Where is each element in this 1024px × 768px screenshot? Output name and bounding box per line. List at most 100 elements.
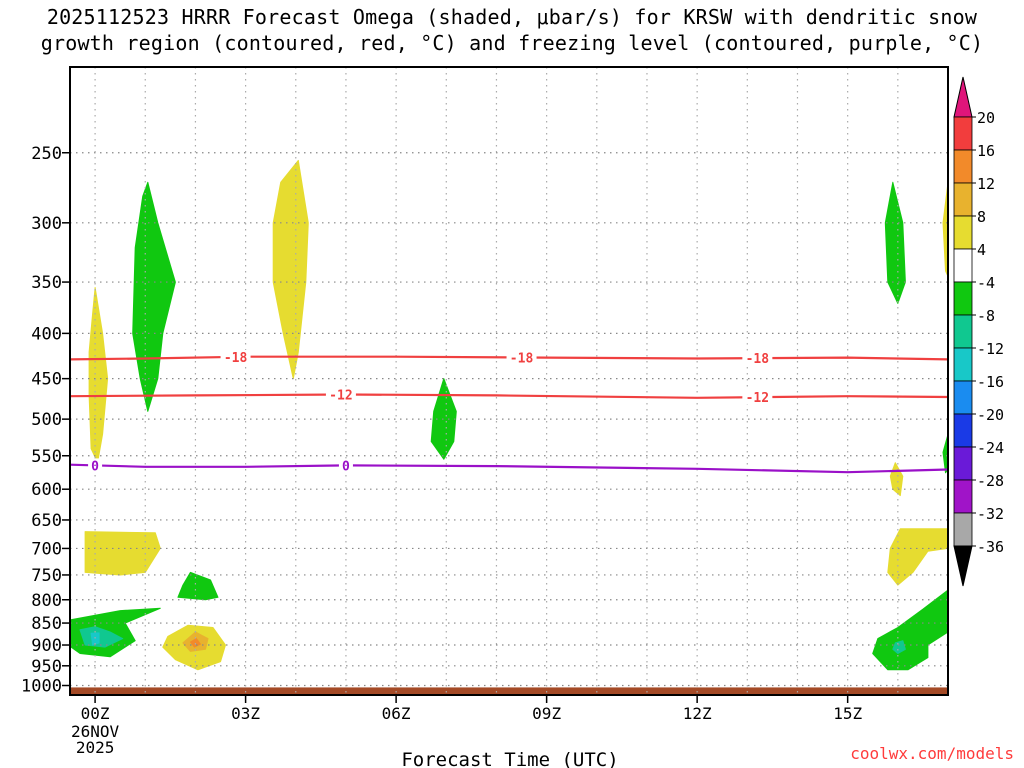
contour--18c-isotherm [70, 355, 948, 361]
contour-label-bg--12c-isotherm-1 [742, 390, 773, 405]
x-tick-label-15Z: 15Z [833, 704, 862, 723]
omega-region-16 [887, 528, 948, 586]
x-axis-label: Forecast Time (UTC) [401, 749, 618, 768]
colorbar-swatch-4 [953, 215, 973, 250]
y-tick-label-250: 250 [31, 144, 62, 164]
omega-region-14 [889, 462, 904, 497]
y-tick-label-300: 300 [31, 214, 62, 234]
contours: -18 -18 -18 -12 -12 0 0 [70, 349, 948, 474]
omega-region-8 [90, 632, 100, 646]
colorbar-swatch-7 [953, 314, 973, 349]
contour-label--18c-isotherm-2: -18 [746, 352, 770, 367]
y-tick-label-450: 450 [31, 370, 62, 390]
x-tick-label-00Z: 00Z [81, 704, 110, 723]
colorbar-swatch-1 [953, 116, 973, 151]
colorbar-swatch-13 [953, 512, 973, 547]
x-tick-label-06Z: 06Z [382, 704, 411, 723]
contour-label-freezing-level-0c-1: 0 [342, 459, 350, 474]
colorbar-label-3: 8 [977, 208, 986, 226]
omega-region-18 [892, 640, 906, 654]
plot-frame [69, 66, 949, 696]
title-line-1: 2025112523 HRRR Forecast Omega (shaded, … [46, 5, 978, 29]
y-tick-label-1000: 1000 [21, 677, 62, 697]
omega-region-6 [70, 607, 161, 658]
colorbar-label-2: 12 [977, 175, 995, 193]
omega-region-12 [884, 181, 906, 304]
contour-label-bg--12c-isotherm-0 [325, 387, 356, 402]
y-tick-label-350: 350 [31, 273, 62, 293]
axes: 2503003504004505005506006507007508008509… [21, 66, 949, 768]
colorbar-top-triangle [953, 76, 973, 118]
colorbar-label-13: -36 [977, 538, 1004, 556]
colorbar-label-8: -16 [977, 373, 1004, 391]
surface-band [70, 687, 948, 695]
x-tick-label-12Z: 12Z [683, 704, 712, 723]
contour-label-bg-freezing-level-0c-0 [88, 458, 103, 473]
y-tick-label-550: 550 [31, 447, 62, 467]
contour-label-bg--18c-isotherm-2 [742, 351, 773, 366]
omega-region-3 [430, 378, 457, 460]
colorbar-label-7: -12 [977, 340, 1004, 358]
x-tick-label-09Z: 09Z [532, 704, 561, 723]
contour-label--12c-isotherm-1: -12 [746, 391, 769, 406]
y-tick-label-750: 750 [31, 566, 62, 586]
y-tick-label-850: 850 [31, 614, 62, 634]
colorbar-swatch-2 [953, 149, 973, 184]
y-tick-label-650: 650 [31, 511, 62, 531]
omega-region-7 [79, 626, 124, 648]
colorbar-label-6: -8 [977, 307, 995, 325]
colorbar: 20 16 12 8 4 -4 -8 -12 -16 -20 -24 -28 -32 -36 [953, 76, 1004, 587]
contour--12c-isotherm [70, 393, 948, 399]
contour-freezing-level-0c [70, 463, 948, 474]
colorbar-swatch-6 [953, 281, 973, 316]
colorbar-bottom-triangle [953, 545, 973, 587]
y-tick-label-700: 700 [31, 539, 62, 559]
omega-region-11 [189, 638, 201, 648]
colorbar-swatch-3 [953, 182, 973, 217]
omega-region-1 [132, 181, 176, 412]
colorbar-swatch-5 [953, 248, 973, 283]
contour-label-bg--18c-isotherm-0 [220, 349, 251, 364]
omega-region-0 [88, 287, 109, 464]
y-tick-label-900: 900 [31, 636, 62, 656]
colorbar-label-10: -24 [977, 439, 1004, 457]
contour-label-bg-freezing-level-0c-1 [338, 458, 353, 473]
colorbar-label-4: 4 [977, 241, 986, 259]
y-tick-label-800: 800 [31, 591, 62, 611]
y-tick-label-500: 500 [31, 410, 62, 430]
colorbar-label-9: -20 [977, 406, 1004, 424]
contour-label-bg--18c-isotherm-1 [506, 350, 537, 365]
colorbar-swatch-9 [953, 380, 973, 415]
contour-label-freezing-level-0c-0: 0 [91, 459, 99, 474]
omega-region-5 [177, 571, 219, 601]
colorbar-label-5: -4 [977, 274, 995, 292]
colorbar-swatch-8 [953, 347, 973, 382]
y-tick-label-950: 950 [31, 657, 62, 677]
omega-region-13 [942, 181, 948, 277]
colorbar-swatch-10 [953, 413, 973, 448]
omega-region-4 [84, 531, 161, 576]
title-line-2: growth region (contoured, red, °C) and f… [40, 31, 984, 55]
contour-label--18c-isotherm-1: -18 [510, 351, 534, 366]
colorbar-swatch-12 [953, 479, 973, 514]
x-tick-sublabel-1: 2025 [76, 738, 115, 757]
omega-region-17 [872, 589, 948, 671]
omega-region-2 [272, 159, 309, 380]
contour-label--18c-isotherm-0: -18 [224, 351, 248, 366]
colorbar-swatch-11 [953, 446, 973, 481]
y-tick-label-400: 400 [31, 324, 62, 344]
colorbar-label-1: 16 [977, 142, 995, 160]
omega-shading [70, 159, 948, 671]
surface-band-rect [70, 687, 948, 695]
contour-label--12c-isotherm-0: -12 [329, 389, 352, 404]
y-tick-label-600: 600 [31, 480, 62, 500]
colorbar-label-0: 20 [977, 109, 995, 127]
x-tick-sublabel-0: 26NOV [71, 722, 120, 741]
chart-title: 2025112523 HRRR Forecast Omega (shaded, … [0, 4, 1024, 56]
grid [70, 67, 948, 695]
colorbar-label-12: -32 [977, 505, 1004, 523]
colorbar-label-11: -28 [977, 472, 1004, 490]
credit-text: coolwx.com/models [850, 744, 1014, 763]
x-tick-label-03Z: 03Z [231, 704, 260, 723]
